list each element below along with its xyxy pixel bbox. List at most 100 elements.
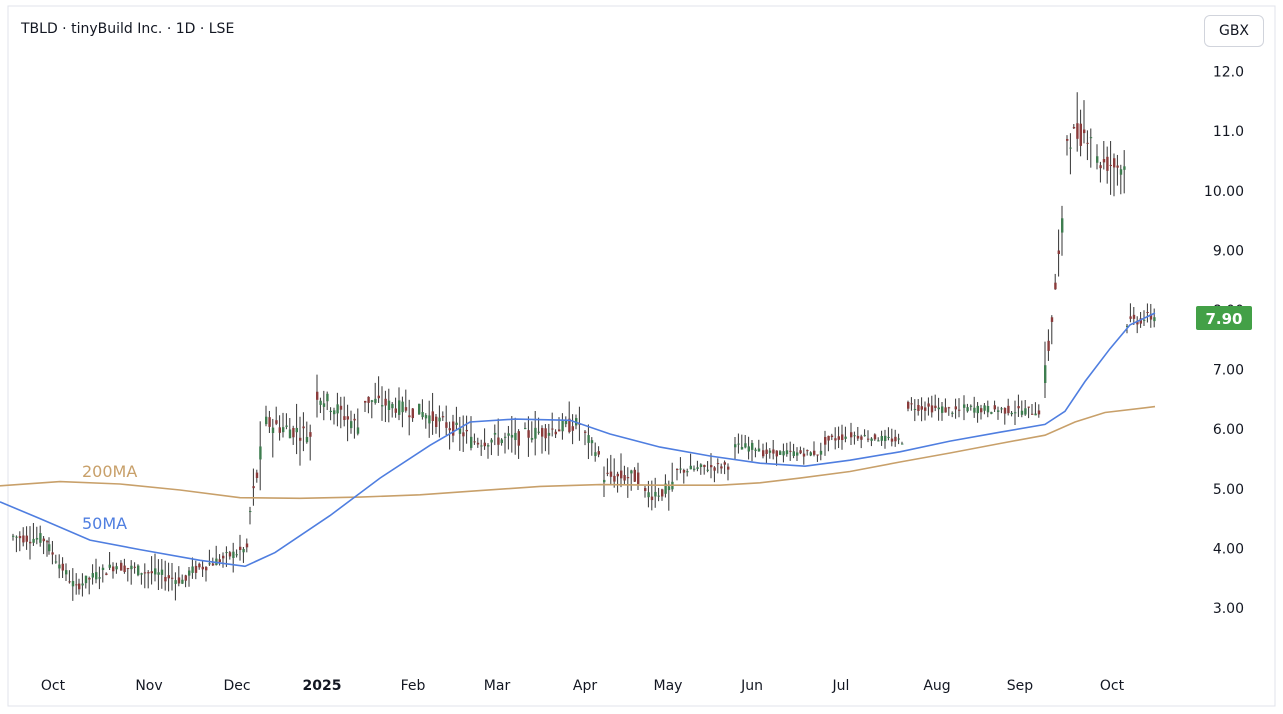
candle-body [650,496,654,501]
time-axis-tick: Sep [1007,678,1034,694]
candle-body [927,403,930,407]
candle-body [976,405,979,414]
candle-body [78,583,81,590]
candle-body [367,396,370,403]
time-axis-tick: Nov [135,678,162,694]
candle-body [597,451,600,455]
candle-body [259,446,262,460]
candle-body [370,400,374,402]
candle-body [623,475,626,481]
candle-body [22,535,25,543]
price-axis-tick: 7.00 [1213,363,1244,379]
candle-body [1096,156,1099,163]
candle-body [424,415,428,419]
candle-body [554,431,557,435]
currency-button[interactable]: GBX [1204,15,1264,47]
candle-body [292,427,295,438]
candle-body [754,449,757,451]
candle-body [1031,413,1034,415]
candle-body [480,445,483,447]
candle-body [657,495,660,497]
candle-body [716,463,720,465]
candle-body [880,435,883,441]
candle-body [1089,137,1093,139]
candle-body [1047,340,1050,351]
ma200-label: 200MA [82,462,137,481]
candle-body [530,437,534,440]
candle-body [39,533,42,543]
candle-body [696,467,699,469]
candle-body [309,432,312,437]
candle-body [744,443,747,448]
time-axis-tick: 2025 [303,678,342,694]
candle-body [706,469,709,471]
candle-body [768,450,772,453]
candle-body [514,432,517,441]
candle-body [353,418,356,421]
candle-body [1020,410,1024,415]
candle-body [421,412,424,418]
candle-body [75,584,78,586]
candle-body [723,462,726,465]
price-axis-tick: 11.0 [1213,124,1244,140]
candle-body [841,434,844,441]
candle-body [969,405,973,407]
candle-body [302,426,305,429]
candle-body [108,564,111,568]
candle-body [853,435,856,437]
candle-body [181,579,184,584]
candle-body [42,538,45,542]
candle-body [184,575,187,581]
candle-body [944,407,947,413]
candle-body [558,429,561,432]
candle-body [517,431,520,446]
candle-body [951,412,954,414]
candle-body [81,583,84,586]
candle-body [806,450,809,452]
candle-body [333,410,336,415]
candle-body [884,435,887,442]
candle-body [408,415,411,418]
50ma-line [0,312,1156,568]
candle-body [465,429,468,432]
candle-body [265,416,268,425]
price-axis-tick: 4.00 [1213,541,1244,557]
candle-body [703,464,706,468]
candle-body [630,470,633,474]
candle-body [966,407,969,412]
candle-body [441,416,445,418]
candle-body [470,436,473,448]
candle-body [1113,158,1116,168]
candle-body [147,572,150,574]
candle-body [551,428,554,430]
candle-body [603,479,606,483]
candle-body [860,436,863,440]
candle-body [772,449,775,454]
candle-body [473,441,476,443]
candle-body [235,554,238,556]
time-axis: Oct Nov Dec 2025 Feb Mar Apr May Jun Jul Aug Sep Oct [41,678,1125,694]
candle-body [834,438,837,441]
candle-body [438,417,441,422]
candle-body [174,580,177,584]
candle-body [1099,165,1102,169]
candle-body [568,418,571,432]
candle-body [1014,412,1017,414]
candle-body [222,555,225,559]
candle-body [1129,316,1132,319]
candle-body [958,409,961,411]
candle-body [271,427,275,433]
candle-body [571,426,574,431]
candle-body [278,427,281,433]
candle-body [737,443,740,445]
candle-body [802,453,806,457]
time-axis-tick: May [654,678,683,694]
candle-body [775,450,778,457]
price-axis-tick: 6.00 [1213,422,1244,438]
candle-body [913,408,917,410]
candle-body [249,511,252,513]
candle-body [887,436,890,438]
candle-body [827,435,830,441]
candle-body [997,410,1000,412]
